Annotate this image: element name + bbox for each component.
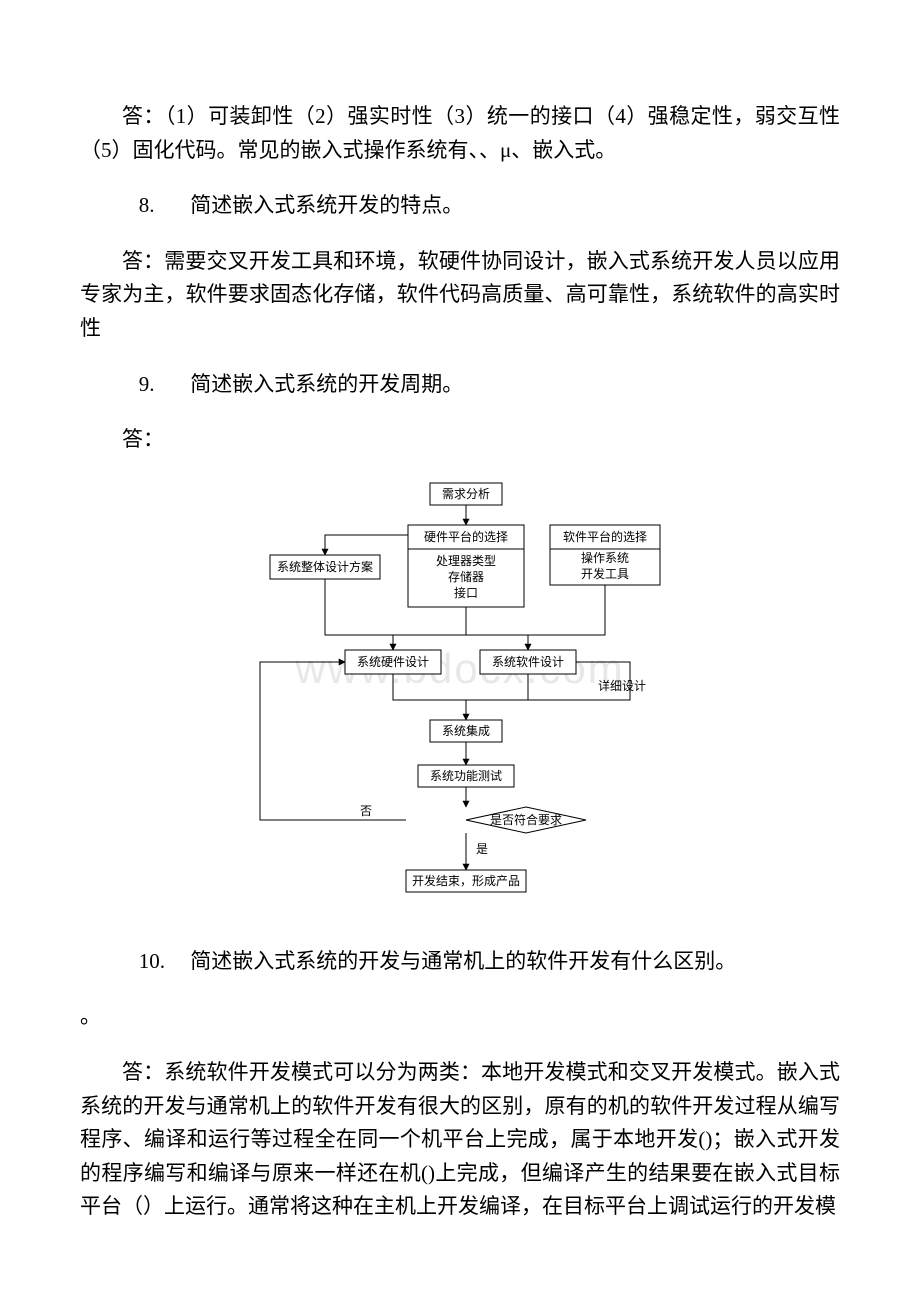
svg-text:存储器: 存储器 [448,569,484,584]
question-10-trailing: 。 [80,1000,840,1034]
answer-10: 答：系统软件开发模式可以分为两类：本地开发模式和交叉开发模式。嵌入式系统的开发与… [80,1056,840,1224]
svg-text:操作系统: 操作系统 [581,550,629,565]
svg-text:是: 是 [476,842,488,856]
answer-8: 答：需要交叉开发工具和环境，软硬件协同设计，嵌入式系统开发人员以应用专家为主，软… [80,245,840,346]
svg-text:系统软件设计: 系统软件设计 [492,655,564,669]
question-9-text: 简述嵌入式系统的开发周期。 [190,372,463,396]
question-8-num: 8. [139,189,185,223]
svg-text:开发结束，形成产品: 开发结束，形成产品 [412,873,520,888]
question-10: 10. 简述嵌入式系统的开发与通常机上的软件开发有什么区别。 [80,945,840,979]
question-10-num: 10. [139,945,185,979]
answer-7: 答：（1）可装卸性（2）强实时性（3）统一的接口（4）强稳定性，弱交互性（5）固… [80,100,840,167]
question-9: 9. 简述嵌入式系统的开发周期。 [80,368,840,402]
svg-text:开发工具: 开发工具 [581,566,629,581]
question-9-num: 9. [139,368,185,402]
svg-text:系统功能测试: 系统功能测试 [430,768,502,783]
svg-text:系统硬件设计: 系统硬件设计 [357,655,429,669]
question-8-text: 简述嵌入式系统开发的特点。 [190,193,463,217]
document-page: 答：（1）可装卸性（2）强实时性（3）统一的接口（4）强稳定性，弱交互性（5）固… [0,0,920,1306]
development-cycle-flowchart: 需求分析系统整体设计方案 硬件平台的选择处理器类型存储器接口 软件平台的选择操作系统… [230,475,690,905]
flowchart-container: www.bdocx.com 需求分析系统整体设计方案硬件平台的选择处理器类型存储… [80,475,840,905]
svg-text:硬件平台的选择: 硬件平台的选择 [424,529,508,544]
svg-text:详细设计: 详细设计 [598,678,646,693]
svg-text:处理器类型: 处理器类型 [436,554,496,568]
svg-text:需求分析: 需求分析 [442,487,490,501]
svg-text:否: 否 [360,804,372,818]
svg-text:系统整体设计方案: 系统整体设计方案 [277,559,373,574]
svg-text:软件平台的选择: 软件平台的选择 [563,529,647,544]
answer-9-prefix: 答： [80,423,840,457]
svg-text:接口: 接口 [454,585,478,600]
svg-text:是否符合要求: 是否符合要求 [490,812,562,827]
svg-text:系统集成: 系统集成 [442,723,490,738]
question-10-text: 简述嵌入式系统的开发与通常机上的软件开发有什么区别。 [190,949,736,973]
question-8: 8. 简述嵌入式系统开发的特点。 [80,189,840,223]
